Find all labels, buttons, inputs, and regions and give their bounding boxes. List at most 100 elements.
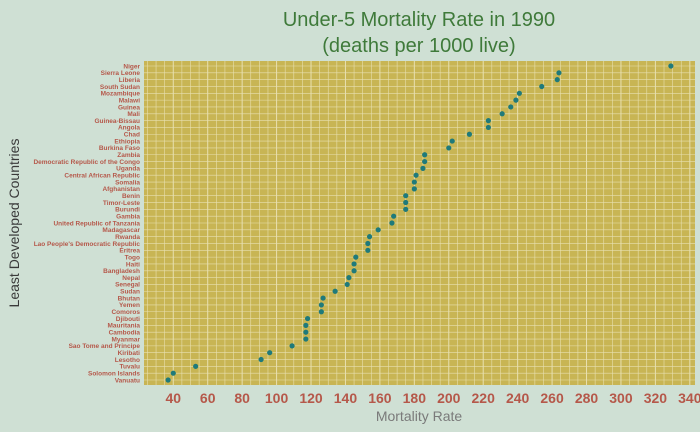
data-point [267,350,273,356]
data-point [411,179,417,185]
category-label: Eritrea [119,248,140,255]
category-label: Ethiopia [114,138,140,145]
category-label: Liberia [119,77,141,84]
x-tick-label: 120 [299,390,323,406]
data-point [556,70,562,76]
category-label: Solomon Islands [88,370,140,377]
category-label: Sudan [120,289,140,296]
category-label: Tuvalu [120,364,140,371]
data-point [346,275,352,281]
data-point [485,118,491,124]
category-label: Niger [123,63,140,70]
category-label: Lesotho [115,357,140,364]
category-label: Burkina Faso [99,145,140,152]
data-point [403,193,409,199]
data-point [193,363,199,369]
data-point [466,131,473,137]
category-label: Central African Republic [64,173,140,180]
category-label: Mozambique [101,91,141,98]
category-label: Madagascar [102,227,140,234]
data-point [422,158,428,165]
x-tick-label: 220 [472,390,496,406]
data-point [403,199,409,206]
data-point [366,234,373,240]
category-label: South Sudan [100,84,140,91]
category-label: Djibouti [116,316,140,323]
x-tick-label: 140 [334,390,358,406]
x-tick-label: 260 [540,390,564,406]
data-point [365,240,371,247]
category-label: Malawi [119,97,141,104]
data-point [258,356,264,363]
data-point [303,329,309,335]
category-label: Haiti [126,261,140,268]
category-label: Bhutan [118,295,140,302]
category-label: Comoros [111,309,140,316]
data-point [289,343,295,349]
data-point [449,138,455,144]
category-label: Gambia [116,213,140,220]
data-point [332,288,338,294]
data-point [513,97,519,103]
x-tick-labels: 40 60 80 100 120 140 160 180 200 220 240 260 280 300 3… [165,390,700,406]
category-label: Nepal [122,275,140,282]
data-point [413,172,419,178]
x-tick-label: 180 [403,390,427,406]
data-point [351,268,357,274]
category-label: Timor-Leste [103,200,140,207]
category-label: Somalia [115,179,140,186]
x-tick-label: 40 [165,390,181,406]
data-point [170,370,176,376]
category-label: Democratic Republic of the Congo [33,159,140,166]
data-point [403,206,409,212]
data-point [422,152,428,158]
category-label: Yemen [119,302,140,309]
data-point [554,77,560,83]
data-point [320,295,326,301]
category-label: Chad [124,132,140,139]
x-tick-label: 300 [609,390,633,406]
category-label: Burundi [115,207,140,214]
data-point [365,247,371,253]
data-point [539,83,545,90]
category-label: Myanmar [111,336,140,343]
category-label: Senegal [115,282,140,289]
x-tick-label: 240 [506,390,530,406]
x-tick-label: 280 [575,390,599,406]
data-point [516,90,522,96]
category-label: Sao Tome and Principe [69,343,141,350]
data-point [499,111,505,117]
chart-title-line2: (deaths per 1000 live) [322,35,515,57]
data-point [668,63,674,69]
data-point [446,145,452,151]
category-label: Uganda [116,166,140,173]
data-point [389,220,395,226]
data-point [353,254,359,260]
data-point [351,261,357,267]
data-point [391,213,397,219]
x-tick-label: 160 [368,390,392,406]
x-axis-label: Mortality Rate [376,408,463,424]
category-label: Bangladesh [103,268,140,275]
data-point [318,309,324,315]
x-tick-label: 200 [437,390,461,406]
data-point [318,302,324,308]
category-label: Angola [118,125,140,132]
x-tick-label: 60 [200,390,216,406]
data-point [303,336,309,342]
chart-title-line1: Under-5 Mortality Rate in 1990 [283,9,555,31]
category-label: United Republic of Tanzania [53,220,140,227]
data-point [485,124,491,131]
x-tick-label: 320 [644,390,668,406]
data-points [165,63,674,383]
category-label: Lao People's Democratic Republic [34,241,141,248]
category-label: Mali [127,111,140,118]
x-tick-label: 340 [678,390,700,406]
data-point [304,315,311,322]
category-label: Sierra Leone [101,70,141,77]
x-tick-label: 100 [265,390,289,406]
category-label: Zambia [117,152,140,159]
data-point [411,186,417,192]
